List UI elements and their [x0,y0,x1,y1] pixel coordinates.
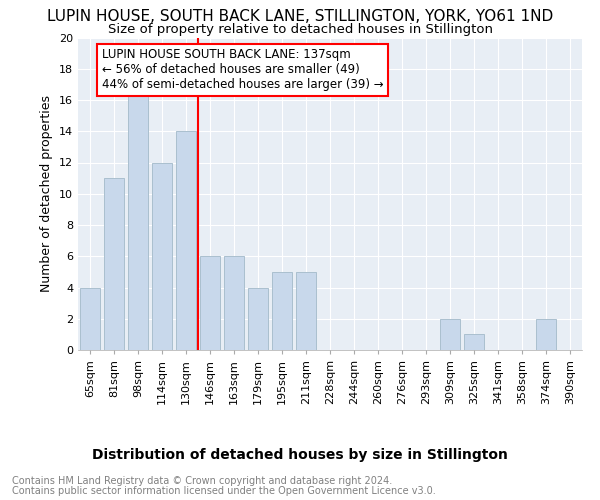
Y-axis label: Number of detached properties: Number of detached properties [40,95,53,292]
Text: Contains HM Land Registry data © Crown copyright and database right 2024.: Contains HM Land Registry data © Crown c… [12,476,392,486]
Bar [104,178,124,350]
Bar [296,272,316,350]
Bar [152,162,172,350]
Text: Contains public sector information licensed under the Open Government Licence v3: Contains public sector information licen… [12,486,436,496]
Bar [176,131,196,350]
Text: LUPIN HOUSE, SOUTH BACK LANE, STILLINGTON, YORK, YO61 1ND: LUPIN HOUSE, SOUTH BACK LANE, STILLINGTO… [47,9,553,24]
Text: Distribution of detached houses by size in Stillington: Distribution of detached houses by size … [92,448,508,462]
Bar [536,319,556,350]
Text: LUPIN HOUSE SOUTH BACK LANE: 137sqm
← 56% of detached houses are smaller (49)
44: LUPIN HOUSE SOUTH BACK LANE: 137sqm ← 56… [102,48,383,92]
Bar [464,334,484,350]
Bar [440,319,460,350]
Bar [272,272,292,350]
Bar [200,256,220,350]
Bar [80,288,100,350]
Text: Size of property relative to detached houses in Stillington: Size of property relative to detached ho… [107,22,493,36]
Bar [128,84,148,350]
Bar [248,288,268,350]
Bar [224,256,244,350]
